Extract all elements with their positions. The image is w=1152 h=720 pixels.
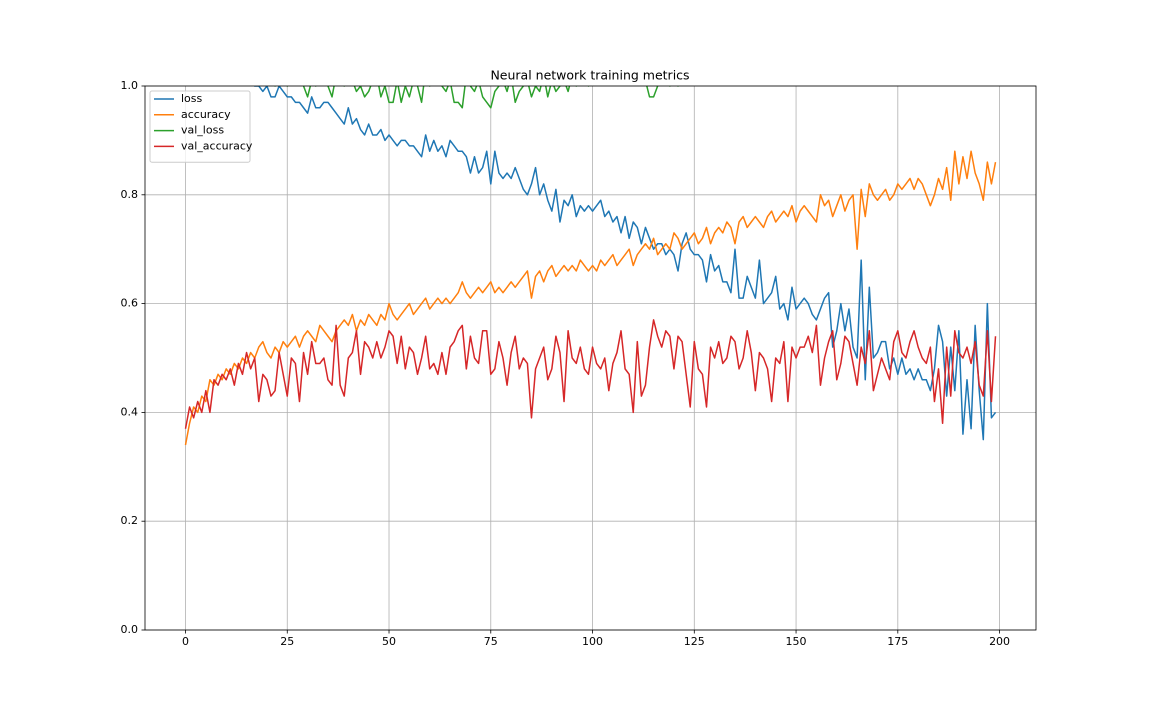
series-line: [253, 86, 997, 441]
x-tick-label: 75: [484, 635, 498, 648]
x-tick-label: 150: [786, 635, 807, 648]
plot-area: [184, 86, 997, 446]
x-tick-label: 200: [989, 635, 1010, 648]
x-tick-label: 175: [887, 635, 908, 648]
y-tick-label: 0.4: [121, 405, 139, 418]
series-line: [184, 319, 997, 429]
y-tick-label: 0.0: [121, 623, 139, 636]
legend-label: accuracy: [181, 108, 231, 121]
y-tick-label: 0.8: [121, 188, 139, 201]
x-tick-label: 100: [582, 635, 603, 648]
legend-label: val_accuracy: [181, 139, 253, 152]
legend-box: [149, 90, 251, 163]
series-line: [184, 150, 997, 446]
chart-title: Neural network training metrics: [490, 68, 689, 83]
legend-label: loss: [181, 92, 203, 105]
y-tick-label: 0.6: [121, 297, 139, 310]
y-tick-label: 1.0: [121, 79, 139, 92]
x-tick-label: 0: [182, 635, 189, 648]
y-tick-label: 0.2: [121, 514, 139, 527]
x-tick-label: 50: [382, 635, 396, 648]
series-line: [274, 86, 679, 109]
x-tick-label: 125: [684, 635, 705, 648]
legend-label: val_loss: [181, 124, 224, 137]
x-tick-label: 25: [280, 635, 294, 648]
plot-frame: [144, 85, 1037, 631]
